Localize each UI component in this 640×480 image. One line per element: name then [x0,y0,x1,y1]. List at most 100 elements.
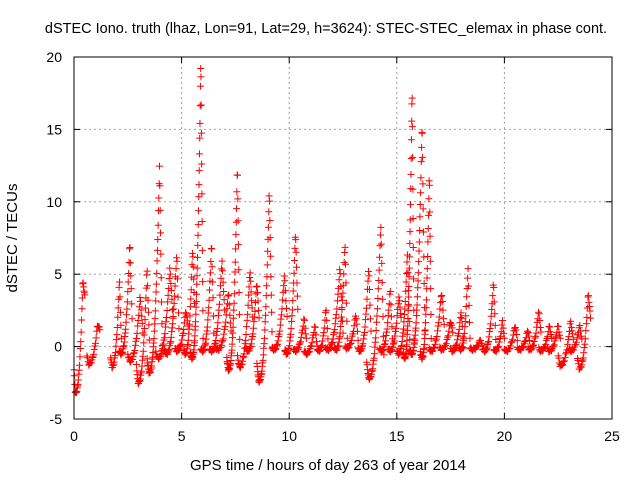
data-point [531,334,539,342]
data-point [216,291,224,299]
data-point [409,153,417,161]
data-point [444,332,452,340]
chart-title: dSTEC Iono. truth (lhaz, Lon=91, Lat=29,… [45,21,607,37]
data-point [243,316,251,324]
y-tick-label: -5 [50,411,63,427]
data-point [196,119,204,127]
data-point [331,326,339,334]
data-point [584,292,592,300]
data-arc [322,266,347,354]
data-point [453,340,461,348]
data-point [235,311,243,319]
data-point [445,327,453,335]
data-point [338,305,346,313]
data-point [339,289,347,297]
data-point [212,331,220,339]
data-point [246,273,254,281]
data-point [490,283,498,291]
data-point [292,248,300,256]
data-point [424,225,432,233]
data-point [116,308,124,316]
y-axis-label: dSTEC / TECUs [4,184,21,293]
data-point [512,326,520,334]
data-point [465,282,473,290]
data-arc [242,282,263,355]
data-point [407,155,415,163]
data-point [157,350,165,358]
data-point [155,162,163,170]
data-point [134,317,142,325]
data-point [207,258,215,266]
data-point [425,195,433,203]
data-point [214,319,222,327]
gridlines [74,57,612,419]
data-point [378,259,386,267]
data-point [414,277,422,285]
data-point [392,324,400,332]
data-point [576,322,584,330]
data-point [404,314,412,322]
data-point [580,344,588,352]
data-point [413,293,421,301]
data-point [191,332,199,340]
data-point [217,274,225,282]
data-point [175,325,183,333]
data-point [499,316,507,324]
data-point [174,275,182,283]
data-arc [268,272,291,354]
data-point [219,278,227,286]
data-point [498,321,506,329]
data-point [395,293,403,301]
data-point [425,211,433,219]
data-point [378,279,386,287]
data-point [174,293,182,301]
data-point [174,346,182,354]
data-arc [479,281,500,356]
data-point [405,264,413,272]
data-arc [376,287,396,356]
data-point [163,314,171,322]
data-point [439,306,447,314]
data-point [205,296,213,304]
data-point [447,320,455,328]
data-point [382,332,390,340]
data-point [141,304,149,312]
data-point [526,336,534,344]
data-point [152,297,160,305]
data-point [88,353,96,361]
data-point [262,311,270,319]
data-point [138,319,146,327]
data-point [419,205,427,213]
data-point [162,318,170,326]
data-point [555,328,563,336]
data-point [422,296,430,304]
data-point [494,344,502,352]
data-point [267,252,275,260]
data-point [389,343,397,351]
data-point [319,332,327,340]
data-point [196,102,204,110]
data-point [213,325,221,333]
data-point [328,338,336,346]
data-point [250,313,258,321]
data-point [141,325,149,333]
data-point [211,340,219,348]
data-point [318,341,326,349]
data-point [373,312,381,320]
data-point [457,309,465,317]
data-point [127,285,135,293]
data-point [187,295,195,303]
data-point [230,290,238,298]
data-point [220,287,228,295]
data-point [372,334,380,342]
data-point [391,332,399,340]
data-point [555,354,563,362]
data-point [163,306,171,314]
data-point [248,335,256,343]
data-point [527,346,535,354]
data-point [220,330,228,338]
data-arc [406,128,429,358]
data-point [290,256,298,264]
data-point [585,298,593,306]
data-point [420,280,428,288]
